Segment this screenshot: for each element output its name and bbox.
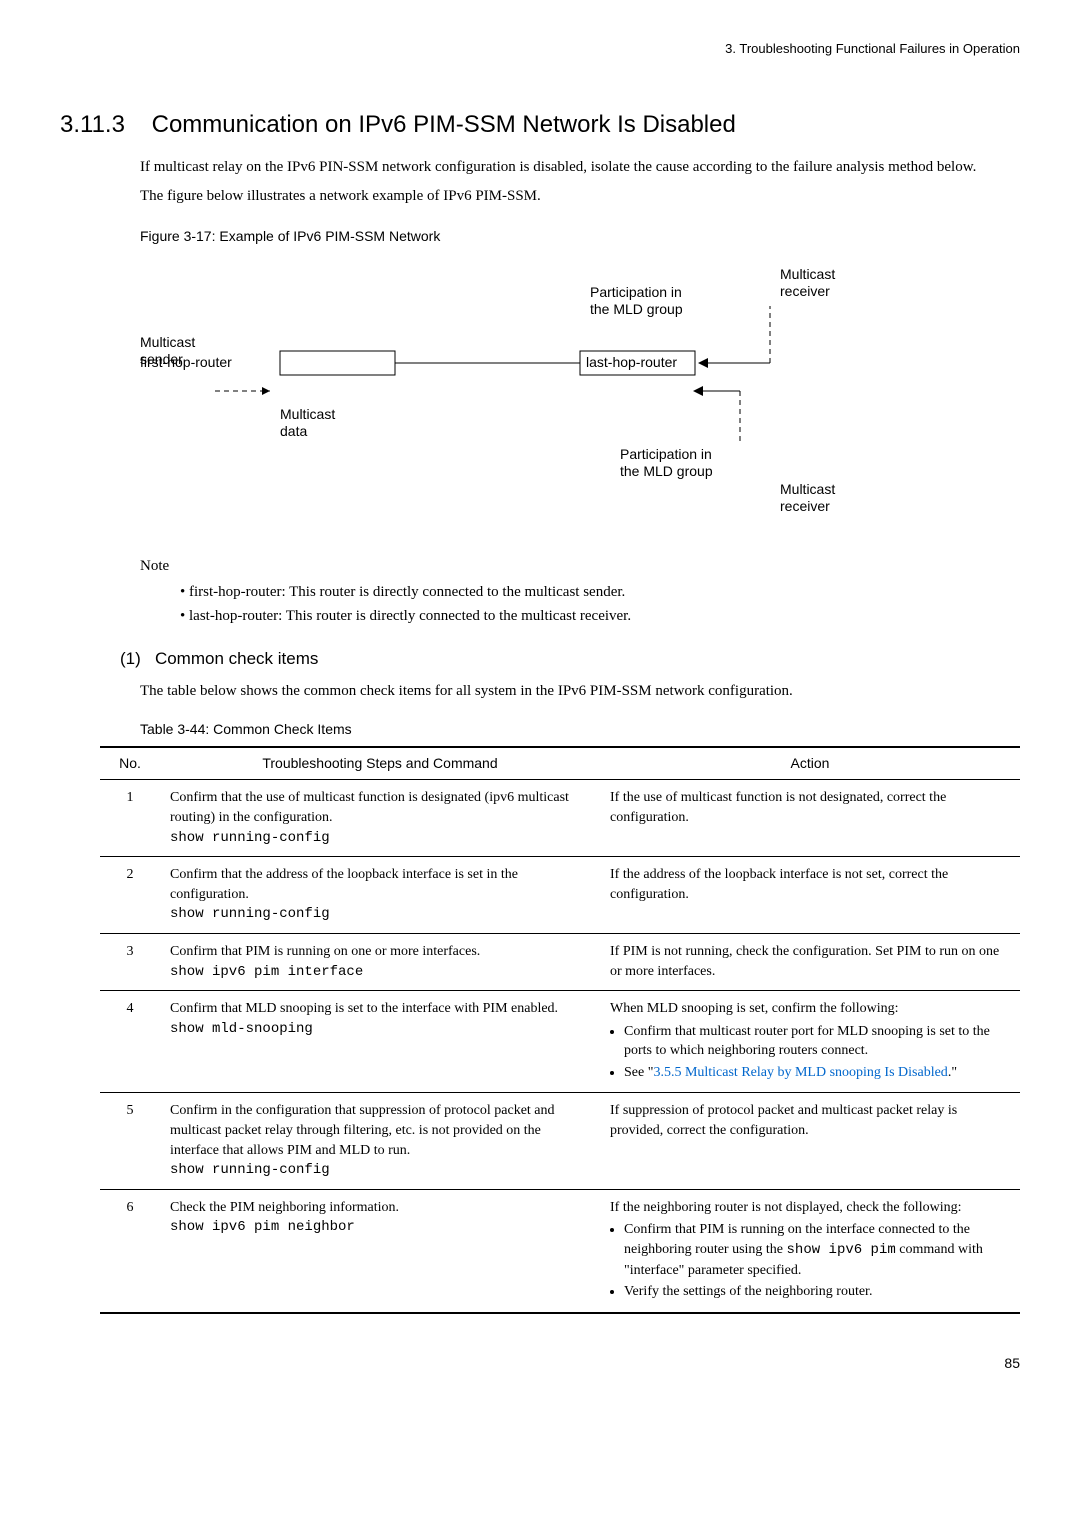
cell-action: When MLD snooping is set, confirm the fo…: [600, 991, 1020, 1093]
table-row: 4Confirm that MLD snooping is set to the…: [100, 991, 1020, 1093]
label-last-hop: last-hop-router: [586, 354, 677, 371]
table-caption: Table 3-44: Common Check Items: [140, 720, 1020, 740]
cell-steps: Confirm that PIM is running on one or mo…: [160, 933, 600, 990]
subsection-number: (1): [120, 649, 141, 668]
command-text: show running-config: [170, 830, 330, 846]
table-row: 3Confirm that PIM is running on one or m…: [100, 933, 1020, 990]
cell-action: If PIM is not running, check the configu…: [600, 933, 1020, 990]
cell-steps: Check the PIM neighboring information.sh…: [160, 1189, 600, 1312]
table-row: 6Check the PIM neighboring information.s…: [100, 1189, 1020, 1312]
table-row: 1Confirm that the use of multicast funct…: [100, 780, 1020, 857]
note-label: Note: [140, 556, 1020, 577]
page-header: 3. Troubleshooting Functional Failures i…: [60, 40, 1020, 58]
subsection-paragraph: The table below shows the common check i…: [140, 681, 1020, 702]
cell-no: 2: [100, 857, 160, 934]
cell-no: 3: [100, 933, 160, 990]
section-number: 3.11.3: [60, 111, 125, 138]
cell-no: 4: [100, 991, 160, 1093]
section-title: Communication on IPv6 PIM-SSM Network Is…: [152, 111, 736, 138]
figure-caption: Figure 3-17: Example of IPv6 PIM-SSM Net…: [140, 227, 1020, 247]
cell-no: 5: [100, 1093, 160, 1189]
col-no: No.: [100, 747, 160, 780]
label-participation-1: Participation in the MLD group: [590, 284, 683, 318]
network-diagram: Multicast sender first-hop-router last-h…: [140, 256, 900, 536]
command-text: show ipv6 pim neighbor: [170, 1219, 355, 1235]
label-multicast-receiver-2: Multicast receiver: [780, 481, 835, 515]
section-heading: 3.11.3 Communication on IPv6 PIM-SSM Net…: [60, 108, 1020, 142]
col-action: Action: [600, 747, 1020, 780]
check-items-table: No. Troubleshooting Steps and Command Ac…: [100, 746, 1020, 1314]
cell-action: If the address of the loopback interface…: [600, 857, 1020, 934]
cell-steps: Confirm that the address of the loopback…: [160, 857, 600, 934]
table-row: 5Confirm in the configuration that suppr…: [100, 1093, 1020, 1189]
intro-paragraph-2: The figure below illustrates a network e…: [140, 186, 1020, 207]
subsection-heading: (1) Common check items: [120, 647, 1020, 671]
action-bullet: Verify the settings of the neighboring r…: [624, 1282, 1010, 1302]
command-text: show running-config: [170, 1162, 330, 1178]
note-bullet: first-hop-router: This router is directl…: [180, 582, 1020, 603]
chapter-title: Troubleshooting Functional Failures in O…: [739, 41, 1020, 56]
action-bullet: See "3.5.5 Multicast Relay by MLD snoopi…: [624, 1063, 1010, 1083]
chapter-number: 3.: [725, 41, 736, 56]
cell-action: If the use of multicast function is not …: [600, 780, 1020, 857]
label-multicast-receiver-1: Multicast receiver: [780, 266, 835, 300]
col-steps: Troubleshooting Steps and Command: [160, 747, 600, 780]
table-header-row: No. Troubleshooting Steps and Command Ac…: [100, 747, 1020, 780]
page-number: 85: [60, 1354, 1020, 1374]
cell-steps: Confirm that the use of multicast functi…: [160, 780, 600, 857]
cell-action: If the neighboring router is not display…: [600, 1189, 1020, 1312]
action-bullet: Confirm that PIM is running on the inter…: [624, 1220, 1010, 1280]
cell-steps: Confirm in the configuration that suppre…: [160, 1093, 600, 1189]
cross-reference-link[interactable]: 3.5.5 Multicast Relay by MLD snooping Is…: [653, 1065, 947, 1080]
note-bullets: first-hop-router: This router is directl…: [180, 582, 1020, 627]
command-text: show mld-snooping: [170, 1021, 313, 1037]
cell-action: If suppression of protocol packet and mu…: [600, 1093, 1020, 1189]
cell-no: 1: [100, 780, 160, 857]
label-first-hop: first-hop-router: [140, 354, 232, 371]
cell-steps: Confirm that MLD snooping is set to the …: [160, 991, 600, 1093]
label-multicast-data: Multicast data: [280, 406, 335, 440]
intro-paragraph-1: If multicast relay on the IPv6 PIN-SSM n…: [140, 157, 1020, 178]
table-row: 2Confirm that the address of the loopbac…: [100, 857, 1020, 934]
command-text: show running-config: [170, 906, 330, 922]
subsection-title: Common check items: [155, 649, 318, 668]
command-text: show ipv6 pim interface: [170, 964, 363, 980]
note-bullet: last-hop-router: This router is directly…: [180, 606, 1020, 627]
label-participation-2: Participation in the MLD group: [620, 446, 713, 480]
action-bullet: Confirm that multicast router port for M…: [624, 1022, 1010, 1061]
cell-no: 6: [100, 1189, 160, 1312]
